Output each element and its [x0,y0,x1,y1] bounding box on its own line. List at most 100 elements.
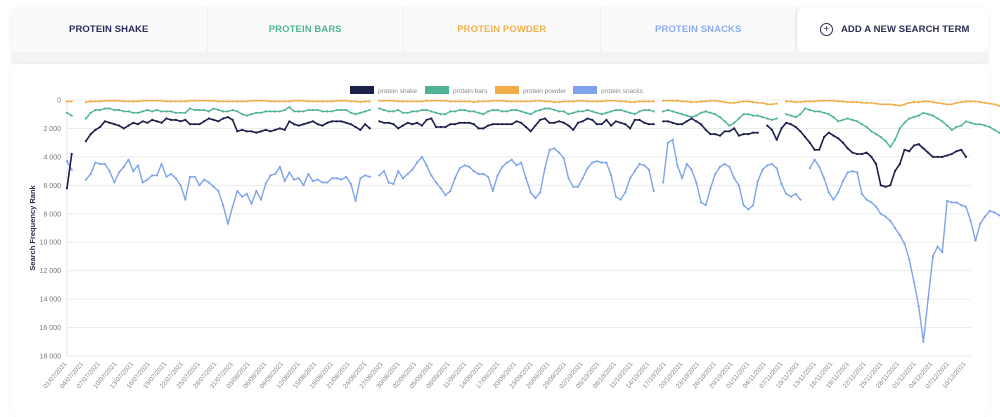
data-point [709,187,712,190]
data-point [387,181,390,184]
data-point [581,99,584,102]
data-point [520,110,523,113]
data-point [747,208,750,211]
data-point [690,168,693,171]
data-point [89,111,92,114]
data-point [269,174,272,177]
data-point [458,167,461,170]
legend-item[interactable]: protein bars [425,86,488,95]
data-point [354,100,357,103]
data-point [70,168,73,171]
data-point [420,100,423,103]
tab-protein-powder[interactable]: PROTEIN POWDER [404,7,601,52]
data-point [666,99,670,102]
legend-item[interactable]: protein powder [495,86,567,95]
data-point [931,114,935,117]
tab-protein-snacks[interactable]: PROTEIN SNACKS [601,7,797,52]
data-point [283,108,286,112]
data-point [330,120,334,123]
data-point [387,110,390,113]
data-point [647,100,651,103]
data-point [236,189,239,193]
tab-protein-shake[interactable]: PROTEIN SHAKE [11,7,208,52]
data-point [572,100,575,103]
add-search-term-button[interactable]: + ADD A NEW SEARCH TERM [797,7,989,52]
data-point [728,101,731,104]
data-point [922,147,925,150]
data-point [326,110,329,113]
data-point [132,111,135,114]
data-point [453,123,457,126]
data-point [165,117,168,120]
data-point [463,121,466,124]
data-point [255,131,258,134]
data-point [435,99,438,102]
data-point [936,155,939,158]
data-point [250,202,253,205]
data-point [241,195,244,198]
data-point [605,161,608,164]
data-point [89,133,92,136]
data-point [482,113,485,116]
data-point [515,164,518,167]
data-point [728,130,731,133]
data-point [837,137,840,140]
data-point [898,104,901,107]
data-point [818,165,821,168]
data-point [775,102,778,105]
data-point [364,100,367,103]
tab-protein-bars[interactable]: PROTEIN BARS [208,7,404,52]
data-point [889,145,892,148]
data-point [770,103,774,106]
data-point [860,123,864,126]
data-point [699,100,703,103]
data-point [671,110,674,113]
data-point [610,110,613,113]
data-point [108,170,111,173]
data-point [198,184,201,187]
legend-item[interactable]: protein shake [350,86,417,95]
data-point [983,101,987,104]
data-point [548,107,551,110]
data-point [922,340,925,343]
data-point [799,198,802,201]
data-point [283,128,286,131]
data-point [624,123,627,126]
data-point [146,108,149,112]
data-point [903,121,906,124]
data-point [629,127,632,130]
data-point [293,110,296,113]
data-point [524,111,528,114]
data-point [846,147,849,150]
data-point [245,130,248,133]
data-point [274,128,277,131]
data-point [193,123,196,126]
data-point [401,100,404,103]
data-point [122,100,125,103]
legend-item[interactable]: protein snacks [573,86,644,95]
data-point [581,177,584,180]
data-point [170,172,173,176]
data-point [297,124,300,127]
data-point [562,100,565,103]
data-point [330,110,334,113]
data-point [141,110,144,113]
data-point [685,100,688,103]
data-point [610,99,613,102]
data-point [567,100,570,103]
data-point [174,111,177,114]
data-point [278,127,281,130]
data-point [950,201,953,204]
data-point [770,162,774,166]
data-point [401,177,404,180]
data-point [756,101,759,104]
data-point [368,100,371,103]
data-point [572,185,575,188]
data-point [510,158,513,161]
data-point [851,151,854,154]
data-point [893,170,897,173]
data-point [188,123,192,126]
data-point [794,116,797,119]
data-point [425,108,428,112]
data-point [543,107,547,110]
